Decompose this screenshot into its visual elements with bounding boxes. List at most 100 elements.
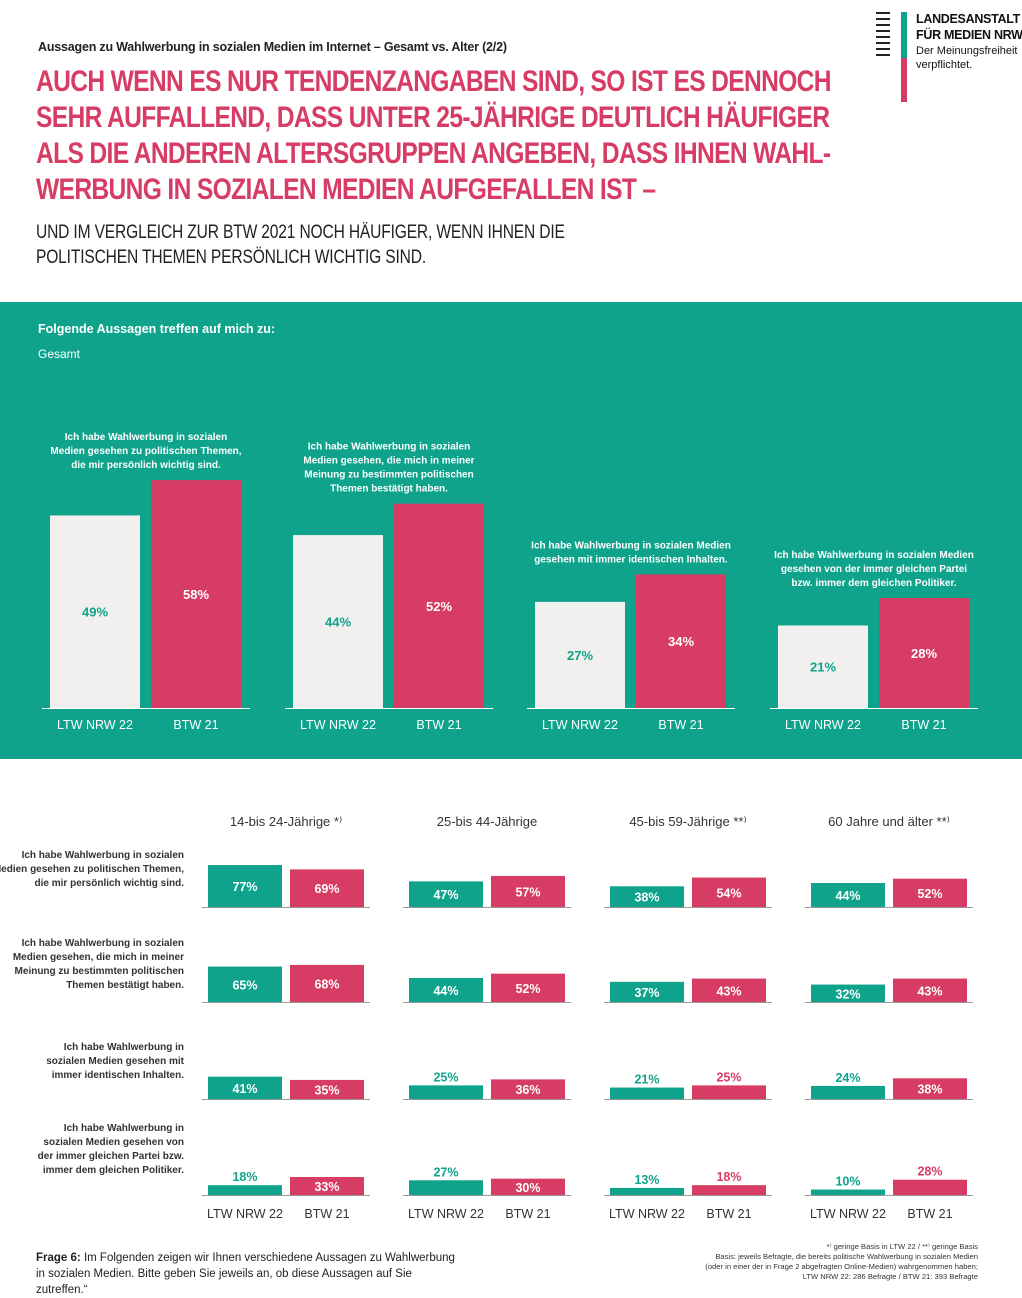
bar-value-label: 52%: [515, 982, 540, 996]
bar: [610, 1187, 684, 1195]
bar-value-label: 25%: [716, 1070, 741, 1084]
bar-value-label: 10%: [835, 1175, 860, 1189]
bar-value-label: 33%: [314, 1180, 339, 1194]
bar-value-label: 44%: [835, 889, 860, 903]
row-label-line: sozialen Medien gesehen von: [43, 1137, 184, 1148]
base-note-line: Basis: jeweils Befragte, die bereits pol…: [715, 1252, 978, 1261]
bar-value-label: 69%: [314, 882, 339, 896]
bar-value-label: 38%: [917, 1083, 942, 1097]
row-label-line: Ich habe Wahlwerbung in: [64, 1123, 184, 1134]
bar: [610, 886, 684, 907]
bar: [610, 1087, 684, 1099]
bar-value-label: 68%: [314, 977, 339, 991]
bar: [610, 981, 684, 1002]
age-group-header: 60 Jahre und älter **⁾: [828, 814, 950, 829]
bar-value-label: 24%: [835, 1071, 860, 1085]
base-note-line: (oder in einer der in Frage 2 abgefragte…: [705, 1262, 978, 1271]
question-text: Im Folgenden zeigen wir Ihnen verschiede…: [36, 1252, 455, 1296]
question-label: Frage 6:: [36, 1252, 81, 1264]
row-label-line: Medien gesehen, die mich in meiner: [13, 952, 184, 963]
question-footnote: Frage 6: Im Folgenden zeigen wir Ihnen v…: [36, 1250, 456, 1298]
row-label-line: Ich habe Wahlwerbung in sozialen: [22, 850, 184, 861]
bar-value-label: 57%: [515, 885, 540, 899]
bar-value-label: 41%: [232, 1082, 257, 1096]
bar: [692, 978, 766, 1002]
bar: [208, 1185, 282, 1195]
bar-value-label: 38%: [634, 891, 659, 905]
series-label: BTW 21: [907, 1207, 952, 1221]
series-label: LTW NRW 22: [408, 1207, 484, 1221]
series-label: LTW NRW 22: [609, 1207, 685, 1221]
bar: [208, 865, 282, 907]
logo-bar-icon: [901, 12, 907, 102]
bar-value-label: 52%: [917, 887, 942, 901]
bar-value-label: 43%: [716, 984, 741, 998]
bar-value-label: 28%: [917, 1165, 942, 1179]
row-label-line: Ich habe Wahlwerbung in: [64, 1042, 184, 1053]
supertitle: Aussagen zu Wahlwerbung in sozialen Medi…: [38, 40, 507, 54]
bar: [409, 881, 483, 907]
bar-value-label: 47%: [433, 888, 458, 902]
logo-line-3: Der Meinungsfreiheit: [916, 45, 1018, 57]
row-label-line: immer identischen Inhalten.: [52, 1070, 184, 1081]
headline: AUCH WENN ES NUR TENDENZANGABEN SIND, SO…: [36, 65, 832, 206]
base-notes: *⁾ geringe Basis in LTW 22 / **⁾ geringe…: [688, 1242, 978, 1282]
bar: [491, 875, 565, 907]
bar-value-label: 13%: [634, 1173, 659, 1187]
age-group-header: 14-bis 24-Jährige *⁾: [230, 814, 342, 829]
bar: [409, 1180, 483, 1195]
bar-value-label: 25%: [433, 1070, 458, 1084]
row-label-line: die mir persönlich wichtig sind.: [35, 878, 185, 889]
bar: [692, 1185, 766, 1195]
bar: [290, 1177, 364, 1195]
row-label-line: der immer gleichen Partei bzw.: [38, 1151, 185, 1162]
bar: [290, 869, 364, 907]
gesamt-panel: [0, 302, 1022, 759]
series-label: LTW NRW 22: [207, 1207, 283, 1221]
bar: [811, 984, 885, 1002]
bar: [811, 1189, 885, 1195]
bar-value-label: 43%: [917, 984, 942, 998]
age-group-header: 45-bis 59-Jährige **⁾: [629, 814, 746, 829]
bar: [893, 878, 967, 907]
panel-subtitle: Gesamt: [38, 347, 81, 361]
base-note-line: *⁾ geringe Basis in LTW 22 / **⁾ geringe…: [826, 1242, 978, 1251]
bar-value-label: 35%: [314, 1083, 339, 1097]
bar-value-label: 77%: [232, 880, 257, 894]
bar-value-label: 65%: [232, 978, 257, 992]
bar-value-label: 30%: [515, 1181, 540, 1195]
bar-value-label: 27%: [433, 1165, 458, 1179]
logo-line-1: LANDESANSTALT: [916, 12, 1020, 26]
bar: [290, 1079, 364, 1099]
bar: [491, 1178, 565, 1195]
logo-line-4: verpflichtet.: [916, 59, 973, 71]
row-label-line: immer dem gleichen Politiker.: [43, 1165, 184, 1176]
bar: [692, 877, 766, 907]
bar-value-label: 36%: [515, 1083, 540, 1097]
bar-value-label: 21%: [634, 1073, 659, 1087]
row-label-line: sozialen Medien gesehen mit: [46, 1056, 184, 1067]
row-label-line: Themen bestätigt haben.: [66, 980, 184, 991]
series-label: BTW 21: [304, 1207, 349, 1221]
bar-value-label: 44%: [433, 984, 458, 998]
bar: [290, 964, 364, 1002]
bar: [692, 1085, 766, 1099]
bar-value-label: 54%: [716, 886, 741, 900]
bar-value-label: 18%: [716, 1170, 741, 1184]
row-label-line: Ich habe Wahlwerbung in sozialen: [22, 938, 184, 949]
bar: [811, 1085, 885, 1099]
bar-value-label: 18%: [232, 1170, 257, 1184]
series-label: BTW 21: [505, 1207, 550, 1221]
row-label-line: Medien gesehen zu politischen Themen,: [0, 864, 184, 875]
base-note-line: LTW NRW 22: 286 Befragte / BTW 21: 393 B…: [802, 1272, 978, 1281]
bar-value-label: 37%: [634, 986, 659, 1000]
bar: [409, 1085, 483, 1099]
series-label: BTW 21: [706, 1207, 751, 1221]
bar: [893, 1179, 967, 1195]
row-label-line: Meinung zu bestimmten politischen: [15, 966, 184, 977]
series-label: LTW NRW 22: [810, 1207, 886, 1221]
age-group-header: 25-bis 44-Jährige: [437, 814, 537, 829]
bar: [811, 883, 885, 907]
subline: UND IM VERGLEICH ZUR BTW 2021 NOCH HÄUFI…: [36, 222, 565, 268]
logo: LANDESANSTALT FÜR MEDIEN NRW Der Meinung…: [876, 12, 1022, 104]
